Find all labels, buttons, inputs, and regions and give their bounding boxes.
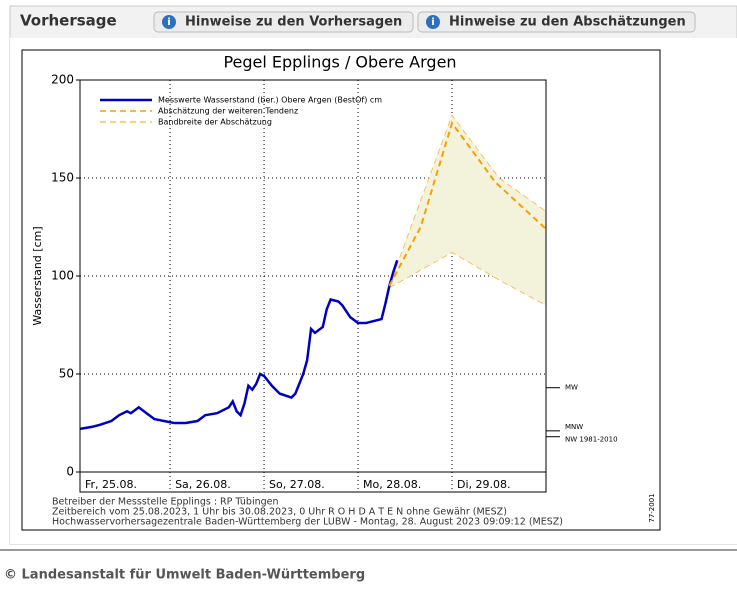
y-tick-label: 0 [66, 465, 74, 479]
reference-label: MNW [565, 423, 583, 431]
button[interactable] [153, 11, 414, 33]
chart-code: 77-2001 [648, 493, 656, 522]
chart-note: Betreiber der Messstelle Epplings : RP T… [52, 497, 279, 508]
info-icon-glyph: i [431, 17, 434, 28]
series-line [79, 259, 399, 431]
series-line [388, 120, 547, 287]
chart-frame [21, 49, 661, 531]
x-tick-label: So, 27.08. [269, 478, 325, 491]
info-icon-glyph: i [167, 17, 170, 28]
band-area [389, 115, 546, 306]
chart-note: Hochwasservorhersagezentrale Baden-Württ… [52, 517, 563, 528]
info-icon [162, 15, 176, 29]
panel-title: Vorhersage [20, 12, 117, 30]
button-label[interactable]: Hinweise zu den Vorhersagen [185, 15, 402, 30]
reference-label: MW [565, 384, 578, 392]
band-lower [389, 251, 547, 306]
y-tick-label: 100 [51, 269, 74, 283]
legend-label: Abschätzung der weiteren Tendenz [158, 107, 298, 116]
y-tick-label: 150 [51, 171, 74, 185]
chart-title: Pegel Epplings / Obere Argen [223, 53, 456, 72]
x-tick-label: Mo, 28.08. [363, 478, 421, 491]
button-label[interactable]: Hinweise zu den Abschätzungen [449, 15, 686, 30]
y-axis-label: Wasserstand [cm] [31, 226, 44, 325]
info-icon [426, 15, 440, 29]
legend-label: Messwerte Wasserstand (ber.) Obere Argen… [158, 96, 382, 105]
x-tick-label: Sa, 26.08. [175, 478, 231, 491]
x-tick-label: Di, 29.08. [457, 478, 511, 491]
plot-frame [79, 79, 547, 473]
chart-note: Zeitbereich vom 25.08.2023, 1 Uhr bis 30… [52, 507, 507, 518]
band-upper [388, 114, 547, 286]
y-tick-label: 200 [51, 73, 74, 87]
copyright: © Landesanstalt für Umwelt Baden-Württem… [4, 568, 365, 583]
x-tick-label: Fr, 25.08. [85, 478, 137, 491]
legend-label: Bandbreite der Abschätzung [158, 118, 272, 127]
button[interactable] [417, 11, 696, 33]
reference-label: NW 1981-2010 [565, 436, 618, 444]
y-tick-label: 50 [59, 367, 74, 381]
